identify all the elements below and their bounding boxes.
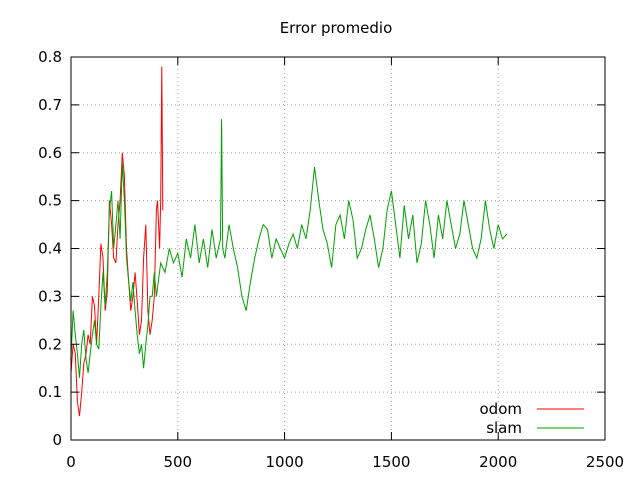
series-lines bbox=[70, 66, 508, 417]
legend-label-odom: odom bbox=[480, 400, 523, 418]
y-tick-label: 0.7 bbox=[38, 96, 62, 114]
y-tick-label: 0.8 bbox=[38, 48, 62, 66]
x-tick-label: 1500 bbox=[372, 453, 410, 471]
x-tick-label: 2500 bbox=[586, 453, 624, 471]
x-tick-label: 1000 bbox=[266, 453, 304, 471]
x-tick-label: 500 bbox=[163, 453, 192, 471]
x-tick-label: 0 bbox=[66, 453, 76, 471]
axes: 0 0.1 0.2 0.3 0.4 0.5 0.6 0.7 0.8 0 500 1000 1500 200… bbox=[38, 48, 624, 471]
x-tick-label: 2000 bbox=[479, 453, 517, 471]
y-tick-label: 0.2 bbox=[38, 335, 62, 353]
y-tick-label: 0.3 bbox=[38, 287, 62, 305]
y-tick-label: 0.5 bbox=[38, 192, 62, 210]
legend-label-slam: slam bbox=[486, 419, 522, 437]
series-line-slam bbox=[70, 119, 508, 378]
y-tick-label: 0 bbox=[52, 431, 62, 449]
y-tick-label: 0.1 bbox=[38, 383, 62, 401]
y-tick-label: 0.4 bbox=[38, 240, 62, 258]
y-tick-label: 0.6 bbox=[38, 144, 62, 162]
chart-title: Error promedio bbox=[280, 19, 393, 37]
grid bbox=[71, 57, 605, 440]
series-line-odom bbox=[70, 66, 164, 417]
